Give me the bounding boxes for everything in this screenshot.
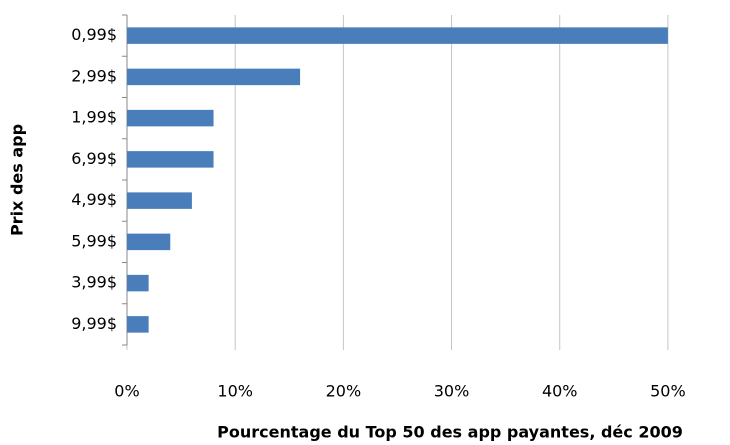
y-tick-label: 6,99$ xyxy=(71,149,117,168)
bar xyxy=(127,151,214,168)
y-tick-label: 0,99$ xyxy=(71,25,117,44)
bar xyxy=(127,274,149,292)
y-tick-label: 4,99$ xyxy=(71,190,117,209)
y-axis-title: Prix des app xyxy=(8,124,27,236)
bar xyxy=(127,316,149,333)
y-tick-label: 1,99$ xyxy=(71,108,117,127)
bar xyxy=(127,192,192,209)
y-tick-label: 2,99$ xyxy=(71,66,117,85)
y-tick-label: 5,99$ xyxy=(71,231,117,250)
bar xyxy=(127,27,668,44)
x-tick-label: 20% xyxy=(326,382,362,401)
x-axis-title: Pourcentage du Top 50 des app payantes, … xyxy=(217,423,683,442)
bar xyxy=(127,68,301,86)
x-tick-label: 40% xyxy=(542,382,578,401)
bar xyxy=(127,233,171,251)
x-tick-label: 10% xyxy=(217,382,253,401)
x-tick-label: 30% xyxy=(434,382,470,401)
bar xyxy=(127,109,214,127)
x-tick-label: 0% xyxy=(114,382,139,401)
y-tick-label: 9,99$ xyxy=(71,314,117,333)
y-tick-label: 3,99$ xyxy=(71,273,117,292)
x-tick-label: 50% xyxy=(650,382,686,401)
